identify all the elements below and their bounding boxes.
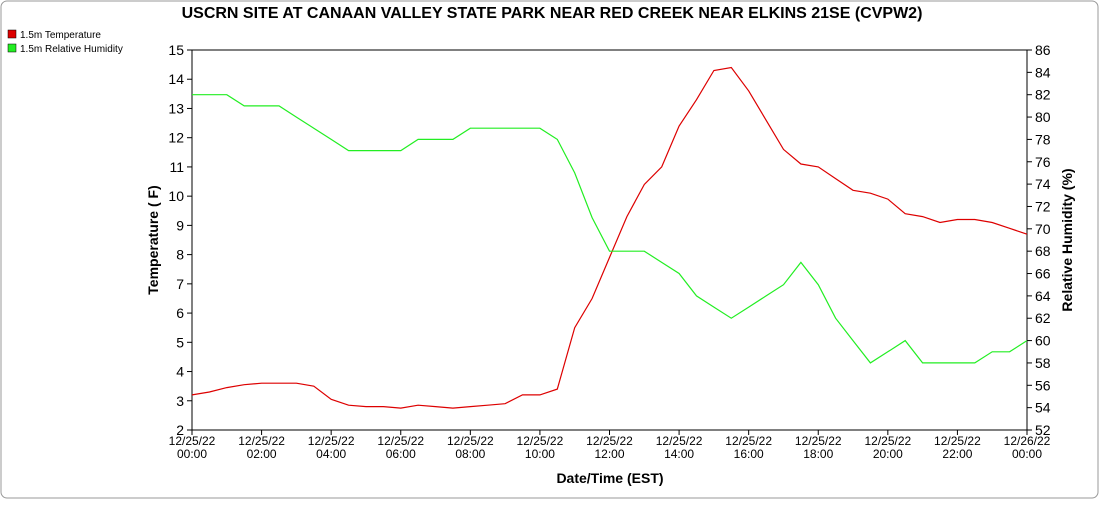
y-tick-label: 12 bbox=[168, 130, 184, 146]
y-tick-label: 13 bbox=[168, 100, 184, 116]
y-tick-label: 15 bbox=[168, 42, 184, 58]
y2-tick-label: 70 bbox=[1035, 221, 1051, 237]
x-tick-label: 12/25/22 16:00 bbox=[725, 434, 772, 461]
y-tick-label: 6 bbox=[176, 305, 184, 321]
y2-tick-label: 84 bbox=[1035, 64, 1051, 80]
x-tick-label: 12/25/22 20:00 bbox=[864, 434, 911, 461]
legend-swatch bbox=[7, 29, 17, 39]
y2-tick-label: 82 bbox=[1035, 87, 1051, 103]
legend-swatch bbox=[7, 43, 17, 53]
y2-tick-label: 72 bbox=[1035, 198, 1051, 214]
x-tick-label: 12/25/22 10:00 bbox=[517, 434, 564, 461]
y2-tick-label: 74 bbox=[1035, 176, 1051, 192]
y2-tick-label: 64 bbox=[1035, 288, 1051, 304]
series-line bbox=[191, 66, 1028, 409]
x-tick-label: 12/25/22 00:00 bbox=[169, 434, 216, 461]
y-tick-label: 2 bbox=[176, 422, 184, 438]
y-axis-title: Temperature ( F) bbox=[145, 185, 161, 294]
y2-tick-label: 76 bbox=[1035, 154, 1051, 170]
x-tick-label: 12/25/22 06:00 bbox=[377, 434, 424, 461]
y-tick-label: 9 bbox=[176, 217, 184, 233]
y2-tick-label: 80 bbox=[1035, 109, 1051, 125]
y-tick-label: 10 bbox=[168, 188, 184, 204]
x-tick-label: 12/25/22 12:00 bbox=[586, 434, 633, 461]
x-tick-label: 12/25/22 04:00 bbox=[308, 434, 355, 461]
x-tick-label: 12/25/22 14:00 bbox=[656, 434, 703, 461]
y-tick-label: 11 bbox=[169, 159, 184, 175]
legend-label: 1.5m Relative Humidity bbox=[20, 44, 123, 55]
legend-label: 1.5m Temperature bbox=[20, 30, 101, 41]
y2-tick-label: 60 bbox=[1035, 333, 1051, 349]
y2-tick-label: 86 bbox=[1035, 42, 1051, 58]
y2-tick-label: 52 bbox=[1035, 422, 1051, 438]
y-tick-label: 4 bbox=[176, 364, 184, 380]
y-tick-label: 8 bbox=[176, 247, 184, 263]
y-tick-label: 3 bbox=[176, 393, 184, 409]
y-tick-label: 5 bbox=[176, 334, 184, 350]
y2-tick-label: 58 bbox=[1035, 355, 1051, 371]
x-tick-label: 12/25/22 22:00 bbox=[934, 434, 981, 461]
y2-tick-label: 62 bbox=[1035, 310, 1051, 326]
x-tick-label: 12/26/22 00:00 bbox=[1004, 434, 1051, 461]
y2-tick-label: 68 bbox=[1035, 243, 1051, 259]
x-tick-label: 12/25/22 02:00 bbox=[238, 434, 285, 461]
x-tick-label: 12/25/22 18:00 bbox=[795, 434, 842, 461]
y-tick-label: 7 bbox=[176, 276, 184, 292]
y2-tick-label: 78 bbox=[1035, 131, 1051, 147]
y2-axis-title: Relative Humidity (%) bbox=[1059, 168, 1075, 311]
x-axis-title: Date/Time (EST) bbox=[556, 470, 663, 486]
y2-tick-label: 56 bbox=[1035, 377, 1051, 393]
series-line bbox=[192, 94, 1028, 364]
chart-title: USCRN SITE AT CANAAN VALLEY STATE PARK N… bbox=[182, 5, 923, 22]
y2-tick-label: 54 bbox=[1035, 400, 1051, 416]
y2-tick-label: 66 bbox=[1035, 266, 1051, 282]
x-tick-label: 12/25/22 08:00 bbox=[447, 434, 494, 461]
y-tick-label: 14 bbox=[168, 71, 184, 87]
